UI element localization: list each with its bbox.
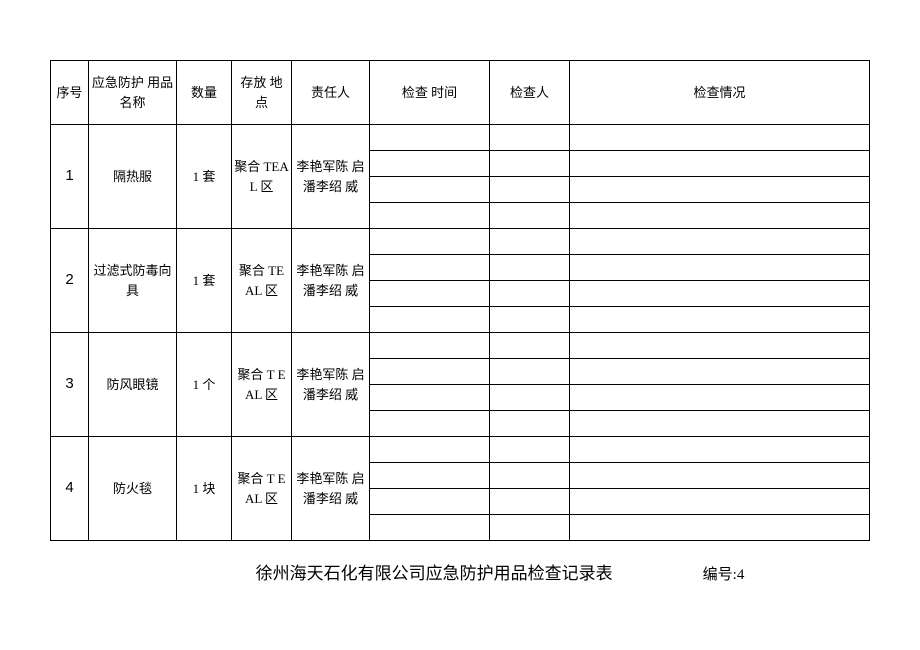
col-header-status: 检查情况	[570, 61, 870, 125]
cell-seq: 1	[51, 125, 89, 229]
cell-checker	[490, 359, 570, 385]
table-row: 1隔热服1 套聚合 TEAL 区李艳军陈 启潘李绍 威	[51, 125, 870, 151]
cell-checker	[490, 463, 570, 489]
cell-status	[570, 229, 870, 255]
cell-name: 隔热服	[89, 125, 177, 229]
cell-check-time	[370, 385, 490, 411]
cell-status	[570, 463, 870, 489]
cell-checker	[490, 281, 570, 307]
cell-name: 防风眼镜	[89, 333, 177, 437]
cell-status	[570, 151, 870, 177]
cell-check-time	[370, 359, 490, 385]
cell-location: 聚合 T EAL 区	[232, 333, 292, 437]
footer-code-value: 4	[737, 567, 745, 583]
cell-check-time	[370, 229, 490, 255]
cell-qty: 1 个	[177, 333, 232, 437]
cell-status	[570, 385, 870, 411]
cell-check-time	[370, 411, 490, 437]
cell-responsible: 李艳军陈 启潘李绍 威	[292, 437, 370, 541]
cell-seq: 3	[51, 333, 89, 437]
cell-status	[570, 359, 870, 385]
cell-check-time	[370, 177, 490, 203]
cell-checker	[490, 385, 570, 411]
cell-checker	[490, 437, 570, 463]
cell-status	[570, 333, 870, 359]
footer-code: 编号:4	[703, 563, 745, 584]
col-header-name: 应急防护 用品名称	[89, 61, 177, 125]
cell-status	[570, 411, 870, 437]
cell-name: 过滤式防毒向具	[89, 229, 177, 333]
cell-check-time	[370, 307, 490, 333]
cell-seq: 4	[51, 437, 89, 541]
cell-check-time	[370, 333, 490, 359]
inspection-table: 序号 应急防护 用品名称 数量 存放 地点 责任人 检查 时间 检查人 检查情况…	[50, 60, 870, 541]
cell-responsible: 李艳军陈 启潘李绍 威	[292, 125, 370, 229]
col-header-qty: 数量	[177, 61, 232, 125]
cell-location: 聚合 TEAL 区	[232, 125, 292, 229]
col-header-location: 存放 地点	[232, 61, 292, 125]
cell-checker	[490, 411, 570, 437]
cell-status	[570, 177, 870, 203]
cell-responsible: 李艳军陈 启潘李绍 威	[292, 333, 370, 437]
footer: 徐州海天石化有限公司应急防护用品检查记录表 编号:4	[50, 559, 870, 584]
cell-checker	[490, 177, 570, 203]
table-body: 1隔热服1 套聚合 TEAL 区李艳军陈 启潘李绍 威2过滤式防毒向具1 套聚合…	[51, 125, 870, 541]
table-row: 2过滤式防毒向具1 套聚合 TE AL 区李艳军陈 启潘李绍 威	[51, 229, 870, 255]
cell-checker	[490, 125, 570, 151]
col-header-seq: 序号	[51, 61, 89, 125]
cell-qty: 1 块	[177, 437, 232, 541]
footer-code-label: 编号:	[703, 567, 737, 583]
cell-checker	[490, 203, 570, 229]
cell-status	[570, 437, 870, 463]
cell-status	[570, 281, 870, 307]
table-row: 4防火毯1 块聚合 T EAL 区李艳军陈 启潘李绍 威	[51, 437, 870, 463]
cell-check-time	[370, 515, 490, 541]
table-row: 3防风眼镜1 个聚合 T EAL 区李艳军陈 启潘李绍 威	[51, 333, 870, 359]
cell-check-time	[370, 255, 490, 281]
cell-checker	[490, 151, 570, 177]
cell-check-time	[370, 437, 490, 463]
cell-checker	[490, 229, 570, 255]
table-header-row: 序号 应急防护 用品名称 数量 存放 地点 责任人 检查 时间 检查人 检查情况	[51, 61, 870, 125]
cell-check-time	[370, 203, 490, 229]
cell-qty: 1 套	[177, 125, 232, 229]
cell-check-time	[370, 125, 490, 151]
col-header-responsible: 责任人	[292, 61, 370, 125]
cell-qty: 1 套	[177, 229, 232, 333]
cell-checker	[490, 515, 570, 541]
cell-name: 防火毯	[89, 437, 177, 541]
cell-location: 聚合 TE AL 区	[232, 229, 292, 333]
cell-status	[570, 489, 870, 515]
cell-status	[570, 307, 870, 333]
footer-title: 徐州海天石化有限公司应急防护用品检查记录表	[256, 559, 613, 584]
cell-location: 聚合 T EAL 区	[232, 437, 292, 541]
col-header-check-time: 检查 时间	[370, 61, 490, 125]
cell-seq: 2	[51, 229, 89, 333]
cell-status	[570, 125, 870, 151]
cell-responsible: 李艳军陈 启潘李绍 威	[292, 229, 370, 333]
cell-status	[570, 255, 870, 281]
cell-status	[570, 203, 870, 229]
cell-check-time	[370, 151, 490, 177]
cell-check-time	[370, 489, 490, 515]
cell-checker	[490, 333, 570, 359]
col-header-checker: 检查人	[490, 61, 570, 125]
cell-check-time	[370, 463, 490, 489]
cell-check-time	[370, 281, 490, 307]
cell-checker	[490, 307, 570, 333]
cell-checker	[490, 255, 570, 281]
cell-checker	[490, 489, 570, 515]
cell-status	[570, 515, 870, 541]
